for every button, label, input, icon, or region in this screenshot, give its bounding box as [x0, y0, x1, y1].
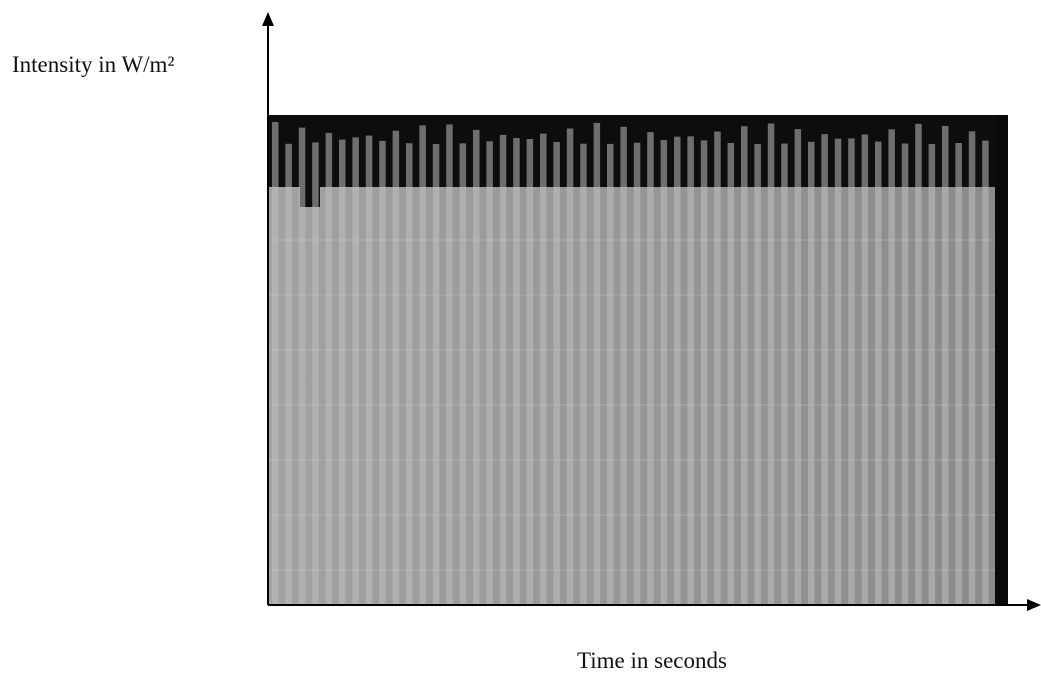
x-axis-label: Time in seconds [577, 648, 727, 673]
stripe [942, 125, 949, 606]
stripe [834, 138, 842, 605]
stripe [700, 140, 708, 605]
stripe [540, 133, 547, 605]
stripe [875, 141, 882, 605]
y-axis-arrow [262, 12, 274, 26]
stripe [901, 143, 909, 605]
stripe [580, 143, 587, 605]
right-edge [995, 115, 1008, 605]
stripe [566, 128, 574, 605]
stripe [325, 132, 333, 605]
stripe [633, 142, 641, 605]
stripe [312, 142, 319, 605]
stripe [928, 144, 936, 605]
stripe [888, 129, 895, 606]
stripe [352, 137, 359, 605]
x-axis-arrow [1027, 599, 1041, 611]
stripe [687, 136, 694, 606]
stripe [821, 134, 828, 605]
stripe [499, 134, 507, 605]
stripe [741, 126, 748, 605]
stripe [526, 139, 534, 605]
stripe [473, 129, 480, 605]
stripe [808, 141, 815, 606]
stripe [955, 143, 962, 605]
stripe [513, 138, 520, 605]
stripe [848, 138, 855, 605]
stripe [298, 127, 306, 605]
stripe [754, 144, 761, 605]
stripe [607, 143, 614, 605]
stripe [861, 134, 869, 605]
stripe [432, 144, 440, 605]
stripe [272, 122, 279, 605]
stripe [365, 135, 373, 605]
stripe [781, 143, 788, 605]
stripe [660, 140, 668, 605]
stripe [915, 123, 922, 606]
stripe [392, 130, 400, 605]
stripe [553, 142, 560, 605]
stripe [727, 142, 735, 605]
stripe [339, 139, 346, 605]
stripe [593, 122, 601, 606]
stripe [620, 126, 627, 606]
y-axis-label: Intensity in W/m² [12, 52, 174, 77]
stripe [446, 124, 453, 606]
stripe [459, 143, 467, 605]
stripe [982, 140, 989, 605]
stripe [419, 125, 426, 606]
signal-stripes [268, 122, 995, 606]
stripe [486, 141, 493, 606]
stripe [714, 131, 721, 605]
stripe [647, 132, 654, 605]
stripe [406, 143, 413, 605]
stripe [767, 123, 775, 605]
stripe [379, 140, 386, 605]
stripe [674, 136, 681, 605]
stripe [794, 129, 802, 605]
stripe [285, 143, 292, 606]
stripe [968, 131, 976, 606]
